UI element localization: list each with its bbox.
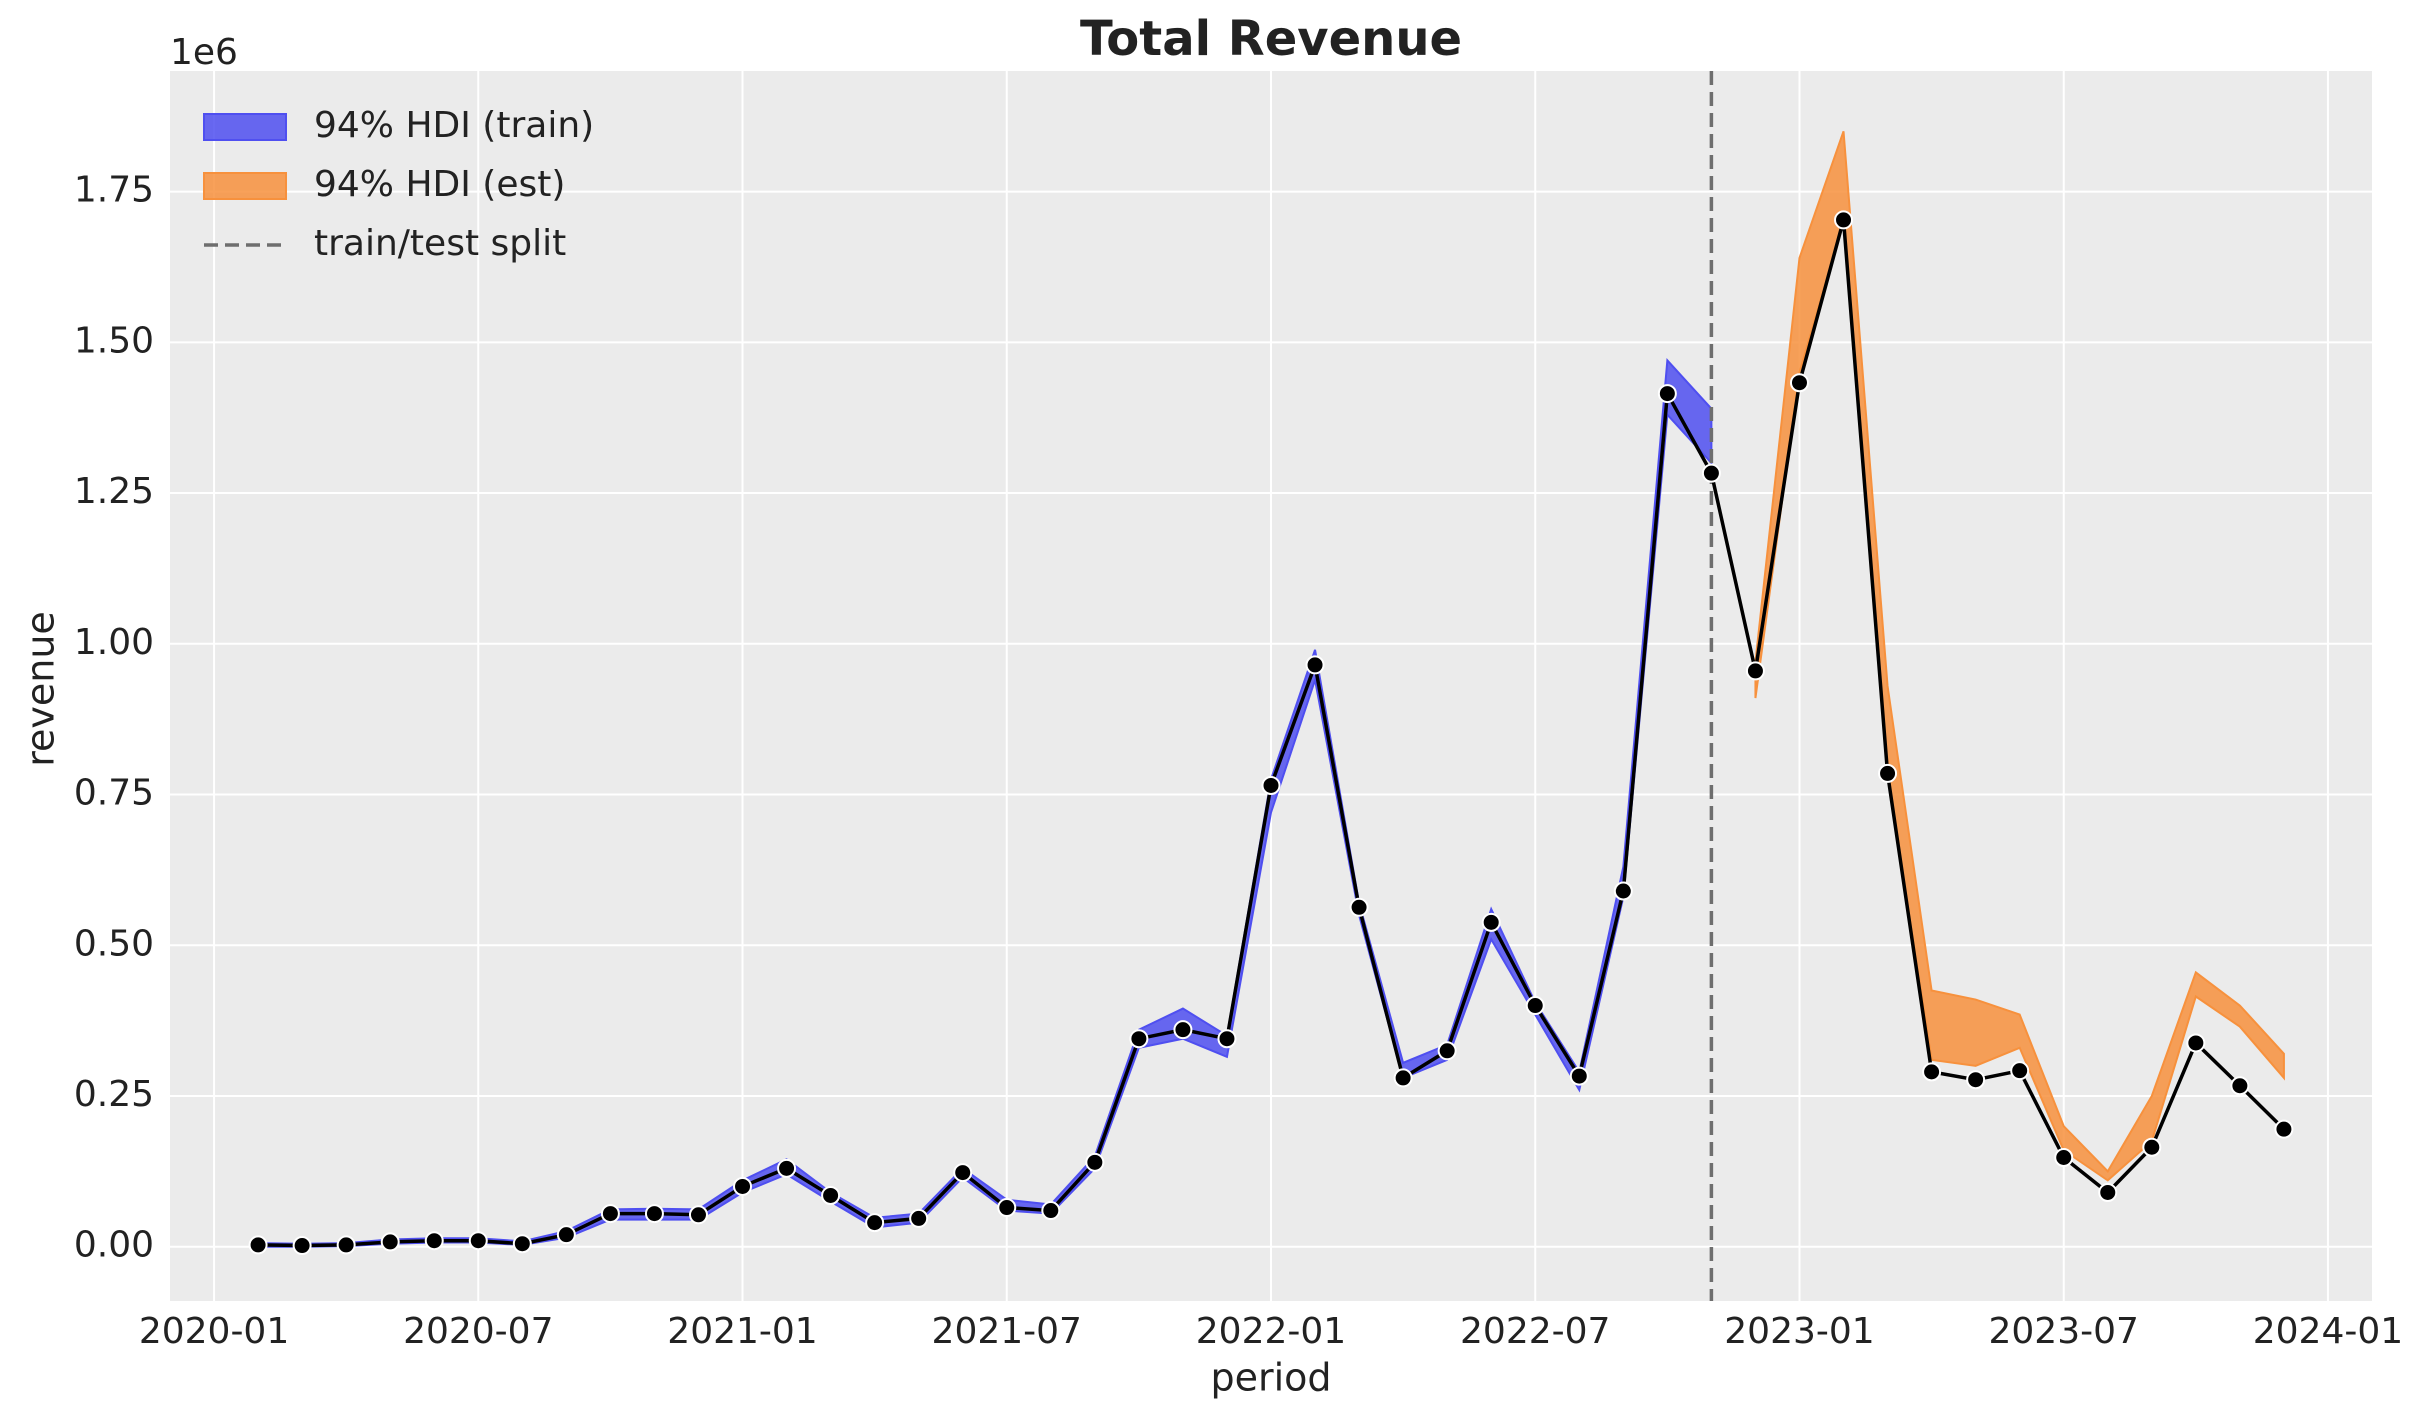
chart-title: Total Revenue (1080, 11, 1462, 67)
data-point (1349, 897, 1369, 917)
data-point (1834, 210, 1854, 230)
x-tick-label: 2022-07 (1460, 1311, 1610, 1352)
data-point (2098, 1182, 2118, 1202)
data-point (424, 1231, 444, 1251)
data-point (248, 1235, 268, 1255)
x-tick-label: 2022-01 (1196, 1311, 1346, 1352)
data-point (733, 1176, 753, 1196)
x-tick-label: 2020-01 (139, 1311, 289, 1352)
y-tick-label: 1.75 (74, 170, 154, 211)
y-tick-label: 1.00 (74, 622, 154, 663)
legend-swatch (203, 172, 287, 200)
data-point (688, 1205, 708, 1225)
data-point (1041, 1201, 1061, 1221)
data-point (1261, 775, 1281, 795)
x-tick-label: 2021-07 (932, 1311, 1082, 1352)
data-point (644, 1204, 664, 1224)
x-axis-label: period (1210, 1356, 1331, 1400)
y-tick-label: 0.25 (74, 1074, 154, 1115)
legend-swatch (203, 113, 287, 141)
x-tick-label: 2020-07 (403, 1311, 553, 1352)
data-point (2230, 1076, 2250, 1096)
data-point (468, 1231, 488, 1251)
data-point (1217, 1029, 1237, 1049)
y-tick-label: 1.50 (74, 320, 154, 361)
data-point (292, 1236, 312, 1256)
y-tick-label: 0.75 (74, 773, 154, 814)
data-point (1922, 1062, 1942, 1082)
y-offset-label: 1e6 (170, 32, 238, 73)
data-point (953, 1163, 973, 1183)
data-point (997, 1198, 1017, 1218)
y-tick-label: 0.00 (74, 1225, 154, 1266)
data-point (2010, 1061, 2030, 1081)
x-tick-label: 2021-01 (667, 1311, 817, 1352)
data-point (2142, 1137, 2162, 1157)
data-point (600, 1204, 620, 1224)
y-axis-label: revenue (19, 611, 63, 767)
data-point (512, 1234, 532, 1254)
data-point (1878, 763, 1898, 783)
data-point (1966, 1070, 1986, 1090)
data-point (1745, 661, 1765, 681)
data-point (1613, 881, 1633, 901)
data-point (1129, 1029, 1149, 1049)
data-point (2186, 1033, 2206, 1053)
y-tick-label: 1.25 (74, 471, 154, 512)
data-point (1305, 655, 1325, 675)
data-point (2274, 1119, 2294, 1139)
data-point (1701, 463, 1721, 483)
data-point (556, 1225, 576, 1245)
data-point (1525, 996, 1545, 1016)
data-point (1657, 384, 1677, 404)
data-point (1789, 373, 1809, 393)
legend-label: 94% HDI (est) (314, 164, 565, 205)
data-point (1481, 912, 1501, 932)
data-point (777, 1158, 797, 1178)
data-point (1173, 1020, 1193, 1040)
data-point (1085, 1152, 1105, 1172)
data-point (821, 1185, 841, 1205)
data-point (2054, 1148, 2074, 1167)
legend-label: train/test split (314, 223, 566, 264)
data-point (1393, 1068, 1413, 1088)
data-point (380, 1232, 400, 1252)
y-tick-label: 0.50 (74, 923, 154, 964)
data-point (1569, 1066, 1589, 1086)
x-tick-label: 2023-07 (1989, 1311, 2139, 1352)
data-point (1437, 1041, 1457, 1061)
legend-label: 94% HDI (train) (314, 105, 594, 146)
data-point (865, 1213, 885, 1233)
data-point (336, 1235, 356, 1255)
x-tick-label: 2023-01 (1724, 1311, 1874, 1352)
x-tick-label: 2024-01 (2253, 1311, 2403, 1352)
data-point (909, 1208, 929, 1228)
